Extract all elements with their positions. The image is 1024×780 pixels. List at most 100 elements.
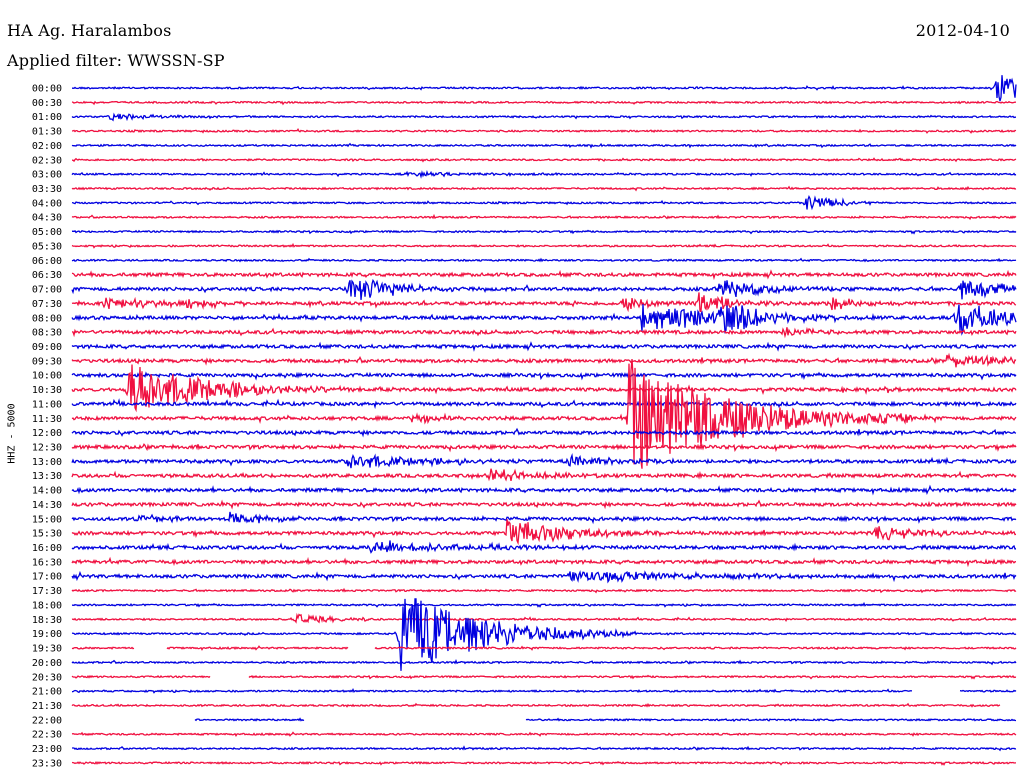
trace-row-1300 xyxy=(71,453,1017,469)
trace-row-0300 xyxy=(71,170,1017,179)
trace-row-2000 xyxy=(71,658,1017,666)
row-time-label: 03:30 xyxy=(32,184,62,195)
row-time-label: 09:00 xyxy=(32,342,62,353)
trace-row-1500 xyxy=(71,511,1017,525)
row-time-label: 08:00 xyxy=(32,313,62,324)
row-time-label: 09:30 xyxy=(32,356,62,367)
trace-row-2300 xyxy=(72,745,1017,752)
trace-row-1530 xyxy=(71,519,1017,546)
trace-row-2130 xyxy=(71,702,1001,708)
row-time-label: 02:00 xyxy=(32,141,62,152)
row-time-label: 22:30 xyxy=(32,730,62,741)
trace-row-0830 xyxy=(72,326,1017,339)
trace-row-1800 xyxy=(71,601,1017,608)
row-time-label: 07:00 xyxy=(32,285,62,296)
row-time-label: 01:00 xyxy=(32,112,62,123)
trace-row-0900 xyxy=(71,341,1017,352)
trace-row-1100 xyxy=(71,398,1017,410)
trace-row-0100 xyxy=(71,112,1016,122)
filter-label: Applied filter: WWSSN-SP xyxy=(7,51,225,70)
row-time-label: 06:00 xyxy=(32,256,62,267)
trace-row-0700 xyxy=(71,278,1017,300)
station-title: HA Ag. Haralambos xyxy=(7,21,172,40)
row-time-label: 18:00 xyxy=(32,600,62,611)
trace-row-1600 xyxy=(71,540,1017,554)
trace-row-1930 xyxy=(71,645,1017,651)
row-time-label: 22:00 xyxy=(32,715,62,726)
row-time-label: 11:30 xyxy=(32,414,62,425)
row-time-label: 20:00 xyxy=(32,658,62,669)
trace-row-0400 xyxy=(71,194,1017,211)
row-time-label: 03:00 xyxy=(32,170,62,181)
row-time-label: 18:30 xyxy=(32,615,62,626)
row-time-label: 14:00 xyxy=(32,486,62,497)
row-time-label: 08:30 xyxy=(32,328,62,339)
row-time-label: 21:00 xyxy=(32,687,62,698)
trace-row-1830 xyxy=(71,612,1017,624)
trace-row-1130 xyxy=(71,358,1017,469)
row-time-label: 23:30 xyxy=(32,758,62,769)
trace-row-1730 xyxy=(71,587,1017,594)
row-time-label: 15:00 xyxy=(32,514,62,525)
row-time-label: 01:30 xyxy=(32,127,62,138)
trace-row-0430 xyxy=(71,213,1017,221)
row-time-label: 16:00 xyxy=(32,543,62,554)
trace-row-0330 xyxy=(71,185,1017,192)
row-time-label: 21:30 xyxy=(32,701,62,712)
row-time-label: 02:30 xyxy=(32,155,62,166)
trace-row-2330 xyxy=(71,760,1016,766)
trace-row-1430 xyxy=(71,499,1017,510)
row-time-label: 19:00 xyxy=(32,629,62,640)
trace-row-0230 xyxy=(72,157,1017,163)
row-time-label: 13:00 xyxy=(32,457,62,468)
trace-row-1030 xyxy=(71,364,1017,413)
trace-row-1630 xyxy=(71,556,1017,568)
row-time-label: 13:30 xyxy=(32,471,62,482)
trace-row-0600 xyxy=(71,257,1017,263)
trace-row-0000 xyxy=(72,75,1017,102)
trace-row-1700 xyxy=(71,570,1017,584)
trace-row-2230 xyxy=(71,731,1017,738)
row-time-label: 12:30 xyxy=(32,443,62,454)
trace-row-2200 xyxy=(194,717,1016,723)
row-time-label: 14:30 xyxy=(32,500,62,511)
row-time-label: 00:30 xyxy=(32,98,62,109)
row-time-label: 17:00 xyxy=(32,572,62,583)
row-time-label: 10:30 xyxy=(32,385,62,396)
row-time-label: 17:30 xyxy=(32,586,62,597)
trace-row-2100 xyxy=(71,687,1017,694)
trace-row-0630 xyxy=(71,269,1017,281)
row-time-label: 04:30 xyxy=(32,213,62,224)
trace-row-0500 xyxy=(71,229,1017,235)
row-time-label: 05:00 xyxy=(32,227,62,238)
row-time-label: 11:00 xyxy=(32,399,62,410)
trace-row-1200 xyxy=(71,427,1017,438)
trace-row-0730 xyxy=(71,292,1017,313)
row-time-label: 15:30 xyxy=(32,529,62,540)
trace-row-0200 xyxy=(71,142,1017,149)
trace-row-1000 xyxy=(71,371,1017,381)
trace-row-1330 xyxy=(71,468,1017,482)
row-time-label: 23:00 xyxy=(32,744,62,755)
trace-row-0130 xyxy=(71,128,1017,134)
trace-row-1230 xyxy=(71,443,1017,453)
row-time-label: 20:30 xyxy=(32,672,62,683)
row-time-label: 06:30 xyxy=(32,270,62,281)
row-time-label: 07:30 xyxy=(32,299,62,310)
trace-row-1400 xyxy=(71,484,1017,496)
trace-row-2030 xyxy=(71,674,1017,680)
record-date: 2012-04-10 xyxy=(915,21,1010,40)
row-time-label: 10:00 xyxy=(32,371,62,382)
row-time-label: 19:30 xyxy=(32,644,62,655)
row-time-label: 12:00 xyxy=(32,428,62,439)
row-time-label: 04:00 xyxy=(32,198,62,209)
row-time-label: 00:00 xyxy=(32,84,62,95)
trace-row-0930 xyxy=(71,352,1017,368)
trace-row-1900 xyxy=(71,598,1017,671)
row-time-label: 16:30 xyxy=(32,557,62,568)
trace-row-0800 xyxy=(71,304,1017,336)
trace-row-0030 xyxy=(71,100,1017,106)
row-time-label: 05:30 xyxy=(32,241,62,252)
trace-row-0530 xyxy=(71,242,1017,249)
